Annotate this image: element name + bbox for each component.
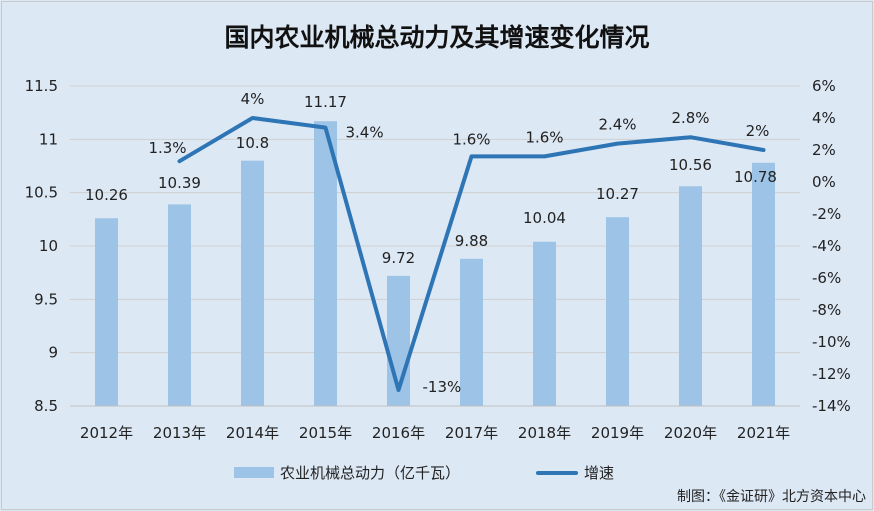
bar-data-label: 10.04 (523, 209, 566, 227)
growth-line (177, 116, 766, 392)
bar-data-label: 10.8 (236, 134, 269, 152)
x-tick-label: 2017年 (445, 424, 498, 442)
left-tick-label: 10.5 (25, 184, 58, 202)
right-tick-label: 6% (812, 77, 836, 95)
left-tick-label: 9.5 (34, 290, 58, 308)
x-tick-label: 2021年 (737, 424, 790, 442)
bar (460, 258, 483, 406)
bar (533, 241, 556, 406)
line-data-label: 3.4% (346, 124, 384, 142)
bar (95, 218, 118, 406)
line-data-label: 1.3% (148, 139, 186, 157)
bar-data-label: 9.72 (382, 249, 415, 267)
legend-bar-label: 农业机械总动力（亿千瓦） (280, 464, 461, 482)
bar (752, 162, 775, 406)
legend-line-label: 增速 (584, 464, 615, 482)
chart-title: 国内农业机械总动力及其增速变化情况 (224, 23, 650, 52)
x-tick-label: 2015年 (299, 424, 352, 442)
line-data-label: 2.8% (671, 109, 709, 127)
x-tick-label: 2018年 (518, 424, 571, 442)
right-tick-label: -14% (812, 397, 851, 415)
bar-data-label: 10.56 (669, 156, 712, 174)
bar-data-label: 10.39 (158, 174, 201, 192)
bar-data-label: 11.17 (304, 93, 347, 111)
line-data-label: 2% (746, 122, 770, 140)
x-tick-label: 2019年 (591, 424, 644, 442)
source-note: 制图：《金证研》北方资本中心 (677, 489, 866, 505)
line-series (177, 116, 766, 392)
x-tick-label: 2013年 (153, 424, 206, 442)
right-tick-label: -2% (812, 205, 841, 223)
x-tick-label: 2020年 (664, 424, 717, 442)
bar (241, 160, 264, 406)
right-tick-label: -8% (812, 301, 841, 319)
right-tick-label: 4% (812, 109, 836, 127)
right-tick-label: 2% (812, 141, 836, 159)
right-axis: -14% -12% -10% -8% -6% -4% -2% 0% 2% 4% 6% (812, 77, 851, 415)
line-data-label: 4% (241, 90, 265, 108)
bar (606, 217, 629, 406)
right-tick-label: -12% (812, 365, 851, 383)
bar-data-label: 10.26 (85, 186, 128, 204)
data-labels: 10.26 10.39 10.8 11.17 9.72 9.88 10.04 10.27 10.… (85, 90, 777, 396)
line-data-label: 2.4% (598, 116, 636, 134)
bar-data-label: 10.78 (734, 168, 777, 186)
legend: 农业机械总动力（亿千瓦） 增速 (0, 462, 874, 482)
left-tick-label: 9 (48, 344, 58, 362)
x-tick-label: 2014年 (226, 424, 279, 442)
left-tick-label: 11 (39, 130, 58, 148)
right-tick-label: -4% (812, 237, 841, 255)
line-data-label: 1.6% (525, 128, 563, 146)
left-axis: 8.5 9 9.5 10 10.5 11 11.5 (25, 77, 58, 415)
right-tick-label: -10% (812, 333, 851, 351)
x-axis: 2012年 2013年 2014年 2015年 2016年 2017年 2018年 2019年… (70, 405, 800, 442)
right-tick-label: 0% (812, 173, 836, 191)
legend-line-swatch (536, 470, 578, 475)
bar-series (95, 121, 775, 406)
bar-data-label: 9.88 (455, 232, 488, 250)
legend-bar-swatch (234, 467, 274, 478)
legend-item-bar: 农业机械总动力（亿千瓦） (234, 462, 460, 483)
line-data-label: -13% (423, 378, 462, 396)
left-tick-label: 11.5 (25, 77, 58, 95)
line-data-label: 1.6% (452, 130, 490, 148)
legend-item-line: 增速 (536, 462, 614, 483)
bar (168, 204, 191, 406)
bar (679, 186, 702, 406)
right-tick-label: -6% (812, 269, 841, 287)
left-tick-label: 8.5 (34, 397, 58, 415)
bar (314, 121, 337, 406)
x-tick-label: 2016年 (372, 424, 425, 442)
bar-data-label: 10.27 (596, 185, 639, 203)
x-tick-label: 2012年 (80, 424, 133, 442)
left-tick-label: 10 (39, 237, 58, 255)
